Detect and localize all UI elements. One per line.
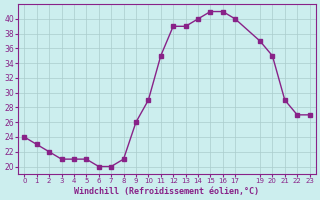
X-axis label: Windchill (Refroidissement éolien,°C): Windchill (Refroidissement éolien,°C) xyxy=(75,187,260,196)
